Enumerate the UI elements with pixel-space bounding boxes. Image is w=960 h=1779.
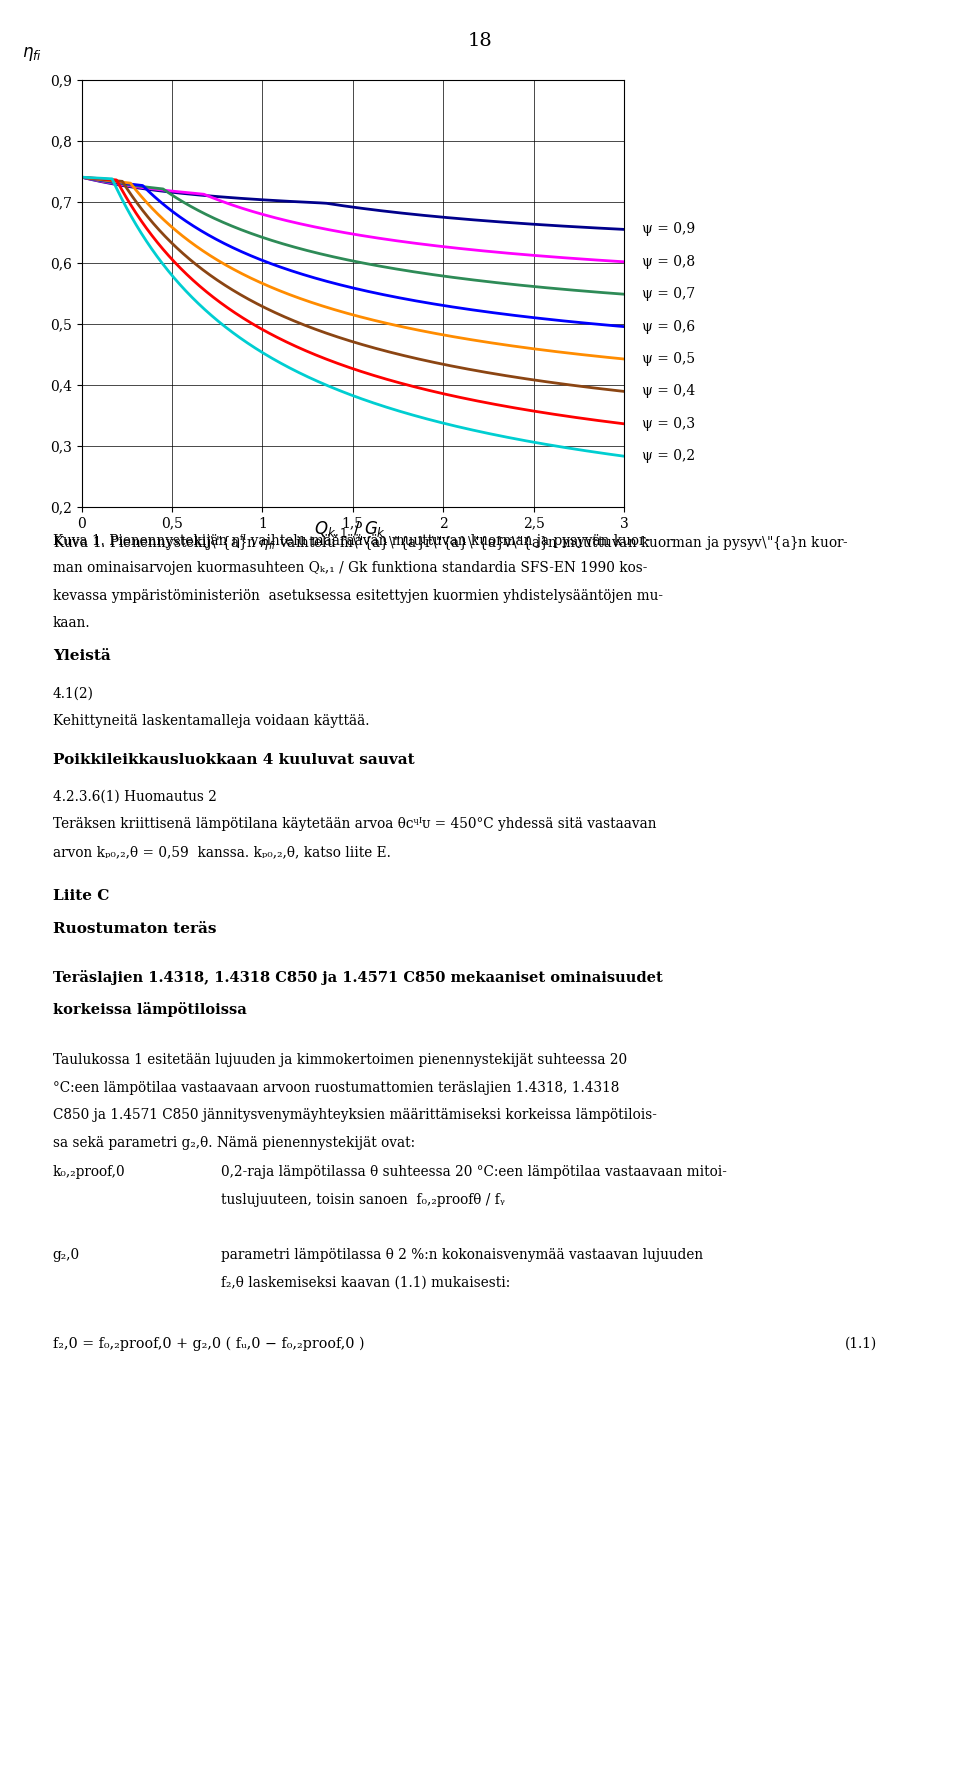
Text: sa sekä parametri g₂,θ. Nämä pienennystekijät ovat:: sa sekä parametri g₂,θ. Nämä pienennyste… (53, 1137, 415, 1149)
Text: k₀,₂proof,0: k₀,₂proof,0 (53, 1165, 126, 1179)
Text: 18: 18 (468, 32, 492, 50)
Text: ψ = 0,3: ψ = 0,3 (642, 416, 695, 431)
Text: korkeissa lämpötiloissa: korkeissa lämpötiloissa (53, 1002, 247, 1016)
Text: ψ = 0,9: ψ = 0,9 (642, 222, 695, 237)
Text: 0,2-raja lämpötilassa θ suhteessa 20 °C:een lämpötilaa vastaavaan mitoi-: 0,2-raja lämpötilassa θ suhteessa 20 °C:… (221, 1165, 727, 1179)
Text: Teräslajien 1.4318, 1.4318 C850 ja 1.4571 C850 mekaaniset ominaisuudet: Teräslajien 1.4318, 1.4318 C850 ja 1.457… (53, 970, 662, 984)
Text: Taulukossa 1 esitetään lujuuden ja kimmokertoimen pienennystekijät suhteessa 20: Taulukossa 1 esitetään lujuuden ja kimmo… (53, 1053, 627, 1067)
Text: C850 ja 1.4571 C850 jännitysvenymäyhteyksien määrittämiseksi korkeissa lämpötilo: C850 ja 1.4571 C850 jännitysvenymäyhteyk… (53, 1108, 657, 1123)
Text: kevassa ympäristöministeriön  asetuksessa esitettyjen kuormien yhdistelysääntöje: kevassa ympäristöministeriön asetuksessa… (53, 589, 662, 603)
Text: $Q_{k,1}\ /\ G_k$: $Q_{k,1}\ /\ G_k$ (314, 519, 387, 541)
Text: Yleistä: Yleistä (53, 649, 110, 664)
Text: arvon kₚ₀,₂,θ = 0,59  kanssa. kₚ₀,₂,θ, katso liite E.: arvon kₚ₀,₂,θ = 0,59 kanssa. kₚ₀,₂,θ, ka… (53, 845, 391, 859)
Text: kaan.: kaan. (53, 617, 90, 630)
Text: g₂,0: g₂,0 (53, 1249, 80, 1261)
Text: ψ = 0,2: ψ = 0,2 (642, 450, 695, 463)
Text: Teräksen kriittisenä lämpötilana käytetään arvoa θᴄᶣᴵᴜ = 450°C yhdessä sitä vast: Teräksen kriittisenä lämpötilana käytetä… (53, 817, 657, 831)
Text: ψ = 0,7: ψ = 0,7 (642, 286, 695, 301)
Text: Kehittyneitä laskentamalleja voidaan käyttää.: Kehittyneitä laskentamalleja voidaan käy… (53, 713, 370, 728)
Text: $\eta_{fi}$: $\eta_{fi}$ (22, 44, 41, 62)
Text: 4.1(2): 4.1(2) (53, 687, 94, 701)
Text: Kuva 1. Pienennystekij\"{a}n $\eta_{fi}$ vaihtelu m\"{a}\"{a}r\"{a}\"{a}v\"{a}n : Kuva 1. Pienennystekij\"{a}n $\eta_{fi}$… (53, 534, 849, 551)
Text: Poikkileikkausluokkaan 4 kuuluvat sauvat: Poikkileikkausluokkaan 4 kuuluvat sauvat (53, 753, 415, 767)
Text: Kuva 1. Pienennystekijän ηᶠᴵ vaihtelu määräävän muuttuvan kuorman ja pysyvän kuo: Kuva 1. Pienennystekijän ηᶠᴵ vaihtelu mä… (53, 534, 650, 548)
Text: f₂,0 = f₀,₂proof,0 + g₂,0 ( fᵤ,0 − f₀,₂proof,0 ): f₂,0 = f₀,₂proof,0 + g₂,0 ( fᵤ,0 − f₀,₂p… (53, 1336, 364, 1350)
Text: °C:een lämpötilaa vastaavaan arvoon ruostumattomien teräslajien 1.4318, 1.4318: °C:een lämpötilaa vastaavaan arvoon ruos… (53, 1082, 619, 1094)
Text: Liite C: Liite C (53, 890, 109, 904)
Text: ψ = 0,8: ψ = 0,8 (642, 254, 695, 269)
Text: ψ = 0,4: ψ = 0,4 (642, 384, 695, 398)
Text: Ruostumaton teräs: Ruostumaton teräs (53, 922, 216, 936)
Text: tuslujuuteen, toisin sanoen  f₀,₂proofθ / fᵧ: tuslujuuteen, toisin sanoen f₀,₂proofθ /… (221, 1194, 505, 1206)
Text: f₂,θ laskemiseksi kaavan (1.1) mukaisesti:: f₂,θ laskemiseksi kaavan (1.1) mukaisest… (221, 1276, 510, 1290)
Text: (1.1): (1.1) (845, 1336, 877, 1350)
Text: ψ = 0,6: ψ = 0,6 (642, 320, 695, 334)
Text: 4.2.3.6(1) Huomautus 2: 4.2.3.6(1) Huomautus 2 (53, 790, 217, 804)
Text: parametri lämpötilassa θ 2 %:n kokonaisvenymää vastaavan lujuuden: parametri lämpötilassa θ 2 %:n kokonaisv… (221, 1249, 703, 1261)
Text: man ominaisarvojen kuormasuhteen Qₖ,₁ / Gk funktiona standardia SFS-EN 1990 kos-: man ominaisarvojen kuormasuhteen Qₖ,₁ / … (53, 562, 647, 575)
Text: ψ = 0,5: ψ = 0,5 (642, 352, 695, 366)
